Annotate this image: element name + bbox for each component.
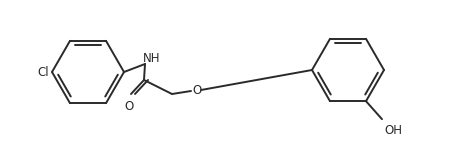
Text: OH: OH	[384, 124, 402, 137]
Text: O: O	[124, 100, 134, 113]
Text: Cl: Cl	[37, 66, 49, 78]
Text: O: O	[193, 84, 202, 96]
Text: NH: NH	[143, 52, 161, 66]
